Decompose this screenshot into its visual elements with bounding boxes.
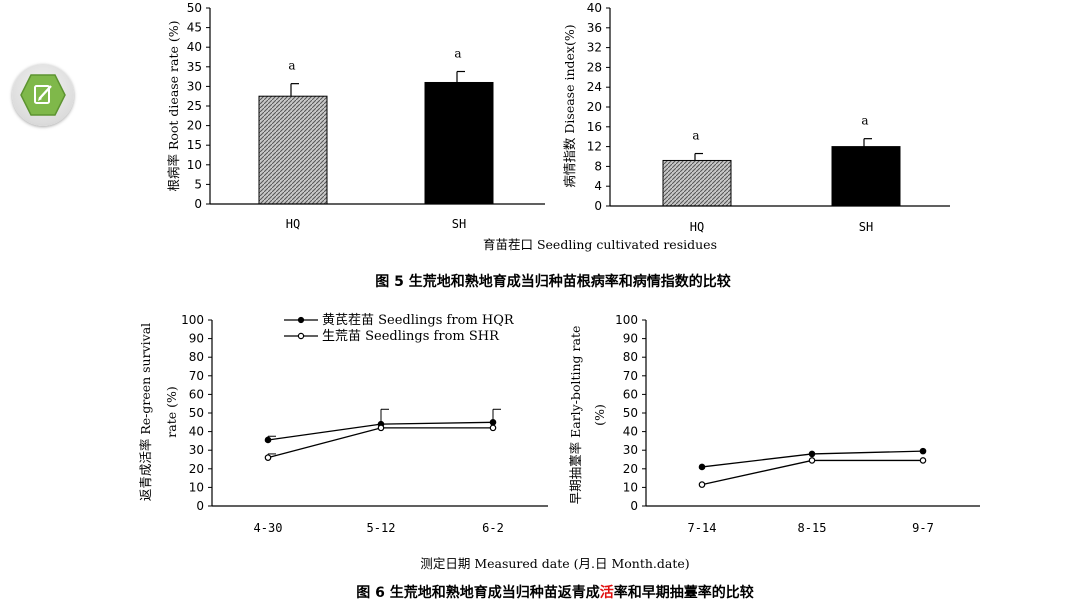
fig6-left-cat-2: 5-12 xyxy=(367,521,396,535)
fig5-right-ylabel: 病情指数 Disease index(%) xyxy=(562,24,577,187)
legend-label-hqr: 黄芪茬苗 Seedlings from HQR xyxy=(322,313,515,328)
fig6-right-ytick-label: 90 xyxy=(623,332,638,346)
fig5-left-chart: 根病率 Root diease rate (%) 0 5 10 15 20 25 30 35 4… xyxy=(166,1,545,231)
fig6-left-ytick-label: 10 xyxy=(189,480,204,494)
fig6-caption-part1: 图 6 生荒地和熟地育成当归种苗返青成 xyxy=(356,584,600,601)
fig5-left-ytick-label: 30 xyxy=(187,79,202,93)
fig6-right-ytick-label: 20 xyxy=(623,462,638,476)
fig6-left-point-shr xyxy=(264,454,272,461)
fig6-right-ytick-label: 0 xyxy=(630,499,638,513)
edit-button[interactable] xyxy=(12,64,74,126)
fig6-caption-red: 活 xyxy=(600,584,614,601)
fig6-left-ytick-label: 30 xyxy=(189,443,204,457)
fig6-left-ytick-label: 60 xyxy=(189,387,204,401)
fig6-right-ytick-label: 80 xyxy=(623,350,638,364)
fig5-right-ytick-label: 28 xyxy=(587,60,602,74)
fig5-right-bar-hq xyxy=(662,159,732,207)
fig6-left-point-shr xyxy=(489,424,497,432)
fig5-right-ytick-label: 36 xyxy=(587,21,602,35)
fig6-left-ytick-label: 90 xyxy=(189,332,204,346)
fig6-right-ytick-label: 70 xyxy=(623,369,638,383)
fig5-right-chart: 病情指数 Disease index(%) 0 4 8 12 16 20 24 28 32 36 4… xyxy=(562,1,950,234)
fig6-right-ytick-label: 30 xyxy=(623,443,638,457)
fig5-left-ytick-label: 20 xyxy=(187,119,202,133)
fig5-left-ylabel: 根病率 Root diease rate (%) xyxy=(166,20,181,191)
fig6-right-ytick-label: 10 xyxy=(623,480,638,494)
fig6-right-chart: 早期抽薹率 Early-bolting rate (%) 0 10 20 30 40 50… xyxy=(568,313,980,535)
fig5-left-ytick-label: 45 xyxy=(187,21,202,35)
fig5-right-cat-hq: HQ xyxy=(690,220,704,234)
fig5-right-ytick-label: 20 xyxy=(587,100,602,114)
fig6-right-ylabel-line2: (%) xyxy=(592,404,607,426)
fig5-left-ytick-label: 40 xyxy=(187,40,202,54)
fig5-left-ytick-label: 15 xyxy=(187,138,202,152)
fig6-left-ytick-label: 40 xyxy=(189,425,204,439)
fig5-left-ytick-label: 5 xyxy=(194,177,202,191)
fig5-right-ytick-label: 40 xyxy=(587,1,602,15)
fig5-right-ytick-label: 8 xyxy=(594,159,602,173)
fig6-left-point-shr xyxy=(377,424,385,432)
fig5-shared-xlabel: 育苗茬口 Seedling cultivated residues xyxy=(483,237,717,252)
fig5-left-ytick-label: 10 xyxy=(187,158,202,172)
fig5-right-ytick-label: 0 xyxy=(594,199,602,213)
fig6-right-cat-2: 8-15 xyxy=(798,521,827,535)
fig6-right-point-shr xyxy=(698,481,706,488)
fig6-left-ytick-label: 70 xyxy=(189,369,204,383)
fig5-right-ytick-label: 24 xyxy=(587,80,602,94)
fig5-right-ytick-label: 16 xyxy=(587,120,602,134)
legend-marker-hqr xyxy=(297,316,305,324)
legend-label-shr: 生荒苗 Seedlings from SHR xyxy=(322,329,500,344)
fig6-left-cat-1: 4-30 xyxy=(254,521,283,535)
fig6-left-ytick-label: 0 xyxy=(196,499,204,513)
fig6-right-series-line-shr xyxy=(701,459,923,486)
fig6-left-ytick-label: 20 xyxy=(189,462,204,476)
fig6-left-ytick-label: 100 xyxy=(181,313,204,327)
fig6-right-cat-1: 7-14 xyxy=(688,521,717,535)
fig6-left-ylabel-line2: rate (%) xyxy=(164,386,179,437)
fig5-right-ytick-label: 12 xyxy=(587,140,602,154)
fig6-shared-xlabel: 测定日期 Measured date (月.日 Month.date) xyxy=(420,556,689,571)
fig5-caption: 图 5 生荒地和熟地育成当归种苗根病率和病情指数的比较 xyxy=(375,273,731,290)
fig6-legend: 黄芪茬苗 Seedlings from HQR 生荒苗 Seedlings fr… xyxy=(284,313,515,344)
fig6-caption: 图 6 生荒地和熟地育成当归种苗返青成活率和早期抽薹率的比较 xyxy=(356,584,754,601)
fig5-left-cat-sh: SH xyxy=(452,217,466,231)
fig6-left-series-line-shr xyxy=(267,427,493,459)
fig6-left-ylabel-line1: 返青成活率 Re-green survival xyxy=(138,323,153,501)
fig6-right-cat-3: 9-7 xyxy=(912,521,934,535)
fig5-right-ytick-label: 32 xyxy=(587,41,602,55)
fig5-right-sig-letter: a xyxy=(692,129,699,143)
fig6-right-point-hqr xyxy=(698,463,706,471)
edit-note-icon xyxy=(20,74,66,116)
fig6-right-ylabel-line1: 早期抽薹率 Early-bolting rate xyxy=(568,326,583,505)
fig6-left-chart: 返青成活率 Re-green survival rate (%) 0 10 20 30… xyxy=(138,313,548,535)
fig5-right-sig-letter: a xyxy=(861,114,868,128)
fig6-right-ytick-label: 60 xyxy=(623,387,638,401)
fig6-left-ytick-label: 50 xyxy=(189,406,204,420)
fig5-left-bar-sh xyxy=(424,81,494,205)
fig5-right-bar-sh xyxy=(831,146,901,207)
fig5-left-sig-letter: a xyxy=(288,59,295,73)
fig5-left-ytick-label: 0 xyxy=(194,197,202,211)
fig6-left-ytick-label: 80 xyxy=(189,350,204,364)
legend-marker-shr xyxy=(297,332,305,340)
fig5-left-ytick-label: 50 xyxy=(187,1,202,15)
fig5-left-cat-hq: HQ xyxy=(286,217,300,231)
fig5-left-bar-hq xyxy=(258,95,328,205)
fig6-right-point-shr xyxy=(919,457,927,464)
fig5-left-ytick-label: 35 xyxy=(187,60,202,74)
fig6-right-point-hqr xyxy=(919,447,927,455)
fig6-right-ytick-label: 50 xyxy=(623,406,638,420)
fig6-right-ytick-label: 40 xyxy=(623,425,638,439)
fig6-right-point-hqr xyxy=(808,450,816,458)
fig5-right-ytick-label: 4 xyxy=(594,179,602,193)
fig5-right-cat-sh: SH xyxy=(859,220,873,234)
fig6-caption-part2: 率和早期抽薹率的比较 xyxy=(614,584,754,601)
fig6-right-ytick-label: 100 xyxy=(615,313,638,327)
fig6-left-cat-3: 6-2 xyxy=(482,521,504,535)
fig6-left-point-hqr xyxy=(264,436,272,444)
fig5-left-sig-letter: a xyxy=(454,47,461,61)
fig5-left-ytick-label: 25 xyxy=(187,99,202,113)
fig6-left-point-hqr xyxy=(489,418,497,426)
fig6-right-point-shr xyxy=(808,457,816,464)
